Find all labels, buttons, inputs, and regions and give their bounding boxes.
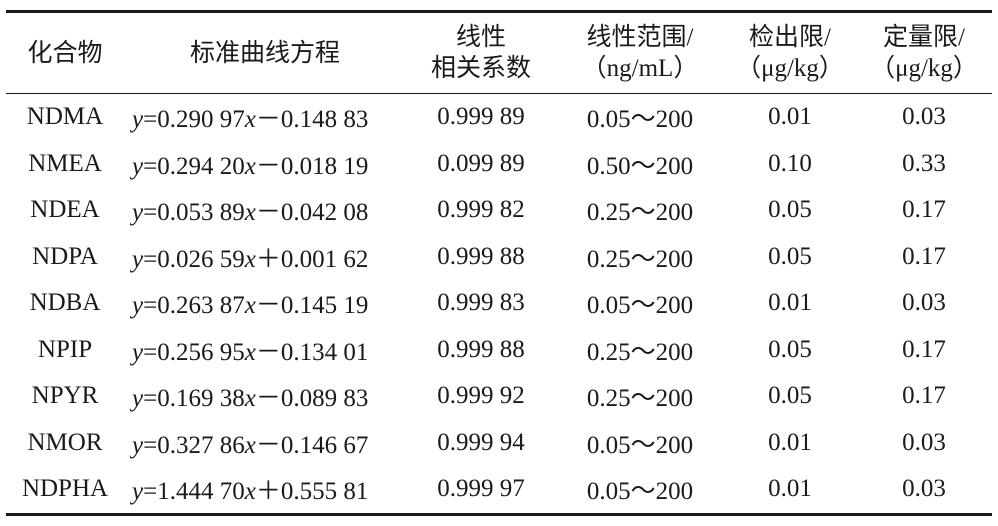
- linear-range-cell: 0.25～200: [586, 245, 694, 273]
- header-row: 化合物 标准曲线方程 线性 相关系数 线性范围/（ng/mL） 检出限/（μg/k…: [6, 11, 992, 94]
- table-row: NPYR y=0.169 38x－0.089 83 0.999 92 0.25～200…: [6, 373, 992, 420]
- calibration-table: 化合物 标准曲线方程 线性 相关系数 线性范围/（ng/mL） 检出限/（μg/k…: [6, 10, 992, 516]
- compound-cell: NMOR: [27, 428, 103, 456]
- linear-range-cell: 0.05～200: [586, 106, 694, 134]
- correlation-cell: 0.999 88: [437, 242, 525, 270]
- lod-cell: 0.01: [768, 103, 812, 131]
- linear-range-cell: 0.25～200: [586, 385, 694, 413]
- data-table-container: 化合物 标准曲线方程 线性 相关系数 线性范围/（ng/mL） 检出限/（μg/k…: [6, 10, 992, 516]
- lod-cell: 0.05: [768, 196, 812, 224]
- table-row: NPIP y=0.256 95x－0.134 01 0.999 88 0.25～200…: [6, 327, 992, 374]
- correlation-cell: 0.999 97: [437, 475, 525, 503]
- equation-cell: y=0.263 87x－0.145 19: [132, 292, 369, 320]
- lod-cell: 0.05: [768, 382, 812, 410]
- linear-range-cell: 0.05～200: [586, 292, 694, 320]
- compound-cell: NDPA: [32, 242, 98, 270]
- compound-cell: NDMA: [26, 103, 104, 131]
- correlation-cell: 0.999 82: [437, 196, 525, 224]
- lod-cell: 0.05: [768, 242, 812, 270]
- loq-cell: 0.03: [902, 428, 946, 456]
- equation-cell: y=0.053 89x－0.042 08: [132, 199, 369, 227]
- header-linear-range: 线性范围/（ng/mL）: [581, 24, 699, 82]
- table-row: NDBA y=0.263 87x－0.145 19 0.999 83 0.05～200…: [6, 280, 992, 327]
- compound-cell: NPIP: [37, 335, 93, 363]
- lod-cell: 0.01: [768, 289, 812, 317]
- loq-cell: 0.17: [902, 382, 946, 410]
- correlation-cell: 0.999 83: [437, 289, 525, 317]
- loq-cell: 0.17: [902, 196, 946, 224]
- lod-cell: 0.05: [768, 335, 812, 363]
- linear-range-cell: 0.50～200: [586, 152, 694, 180]
- loq-cell: 0.17: [902, 335, 946, 363]
- equation-cell: y=0.327 86x－0.146 67: [132, 431, 369, 459]
- compound-cell: NDPHA: [21, 475, 109, 503]
- equation-cell: y=0.026 59x＋0.001 62: [132, 245, 369, 273]
- linear-range-cell: 0.25～200: [586, 338, 694, 366]
- loq-cell: 0.17: [902, 242, 946, 270]
- header-correlation: 线性 相关系数: [430, 24, 531, 82]
- compound-cell: NMEA: [28, 149, 102, 177]
- header-equation: 标准曲线方程: [189, 39, 340, 67]
- table-row: NDPA y=0.026 59x＋0.001 62 0.999 88 0.25～200…: [6, 234, 992, 281]
- loq-cell: 0.33: [902, 149, 946, 177]
- correlation-cell: 0.999 94: [437, 428, 525, 456]
- equation-cell: y=0.294 20x－0.018 19: [132, 152, 369, 180]
- equation-cell: y=1.444 70x＋0.555 81: [132, 478, 369, 506]
- compound-cell: NDEA: [30, 196, 100, 224]
- table-row: NDMA y=0.290 97x－0.148 83 0.999 89 0.05～200…: [6, 94, 992, 141]
- header-compound: 化合物: [27, 39, 103, 67]
- lod-cell: 0.01: [768, 475, 812, 503]
- table-row: NDEA y=0.053 89x－0.042 08 0.999 82 0.25～200…: [6, 187, 992, 234]
- header-loq: 定量限/（μg/kg）: [870, 24, 978, 82]
- linear-range-cell: 0.25～200: [586, 199, 694, 227]
- correlation-cell: 0.099 89: [437, 149, 525, 177]
- equation-cell: y=0.169 38x－0.089 83: [132, 385, 369, 413]
- loq-cell: 0.03: [902, 103, 946, 131]
- compound-cell: NDBA: [29, 289, 101, 317]
- linear-range-cell: 0.05～200: [586, 431, 694, 459]
- loq-cell: 0.03: [902, 475, 946, 503]
- table-row: NMOR y=0.327 86x－0.146 67 0.999 94 0.05～200…: [6, 420, 992, 467]
- table-body: NDMA y=0.290 97x－0.148 83 0.999 89 0.05～200…: [6, 94, 992, 514]
- table-row: NDPHA y=1.444 70x＋0.555 81 0.999 97 0.05～20…: [6, 466, 992, 514]
- loq-cell: 0.03: [902, 289, 946, 317]
- lod-cell: 0.10: [768, 149, 812, 177]
- equation-cell: y=0.256 95x－0.134 01: [132, 338, 369, 366]
- header-lod: 检出限/（μg/kg）: [736, 24, 844, 82]
- correlation-cell: 0.999 89: [437, 103, 525, 131]
- table-row: NMEA y=0.294 20x－0.018 19 0.099 89 0.50～200…: [6, 141, 992, 188]
- correlation-cell: 0.999 92: [437, 382, 525, 410]
- equation-cell: y=0.290 97x－0.148 83: [132, 106, 369, 134]
- linear-range-cell: 0.05～200: [586, 478, 694, 506]
- compound-cell: NPYR: [31, 382, 99, 410]
- lod-cell: 0.01: [768, 428, 812, 456]
- correlation-cell: 0.999 88: [437, 335, 525, 363]
